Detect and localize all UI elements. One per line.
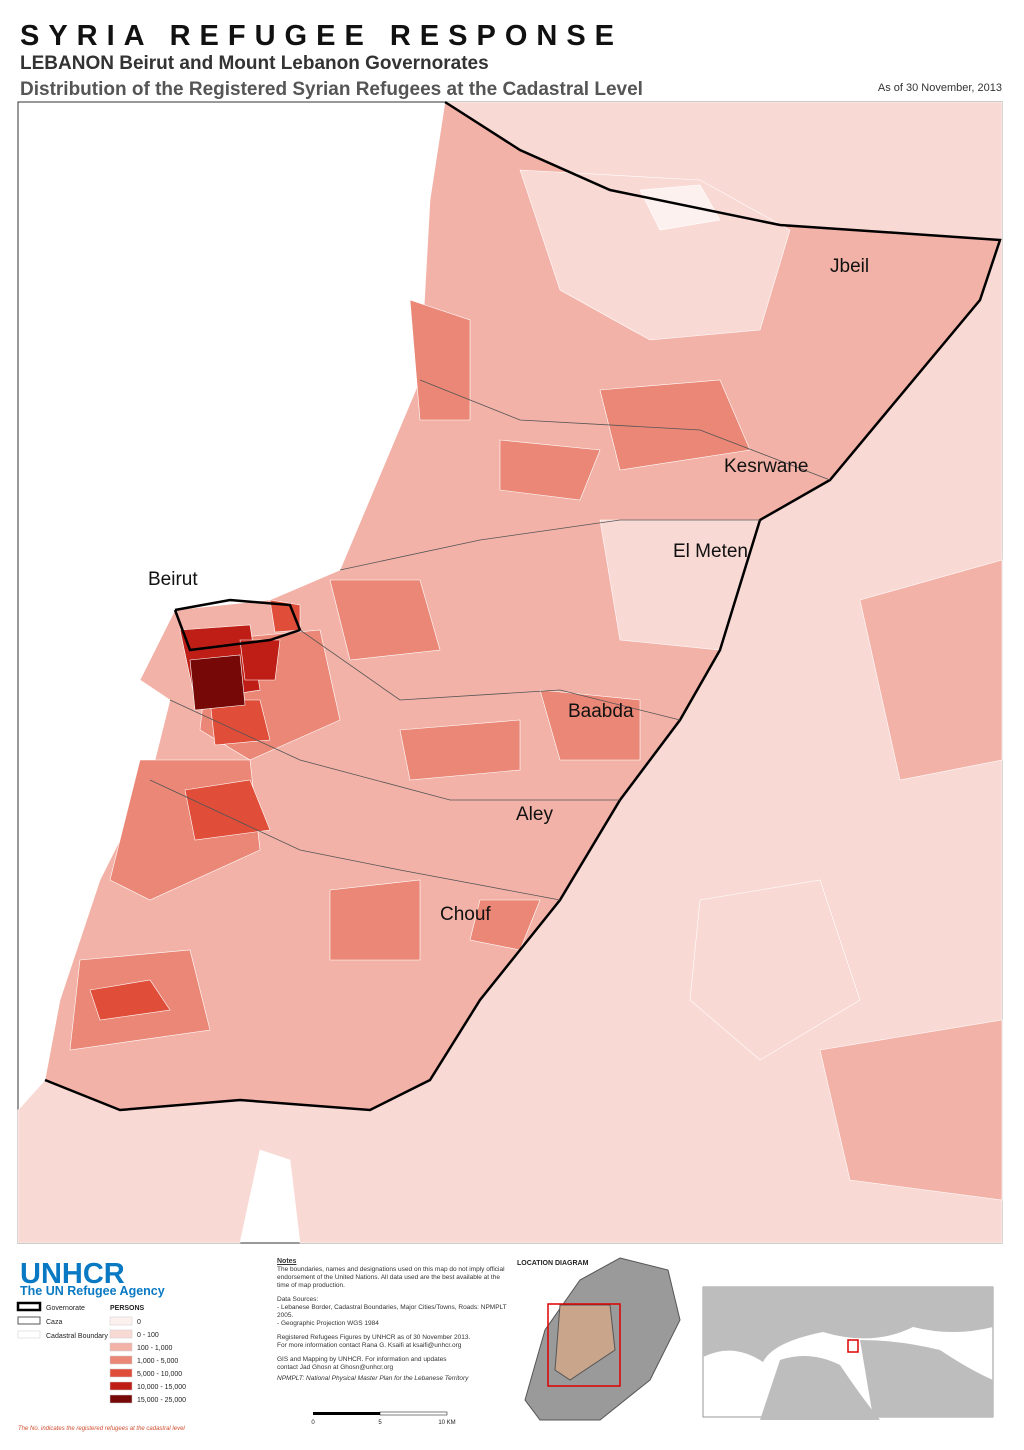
legend-label: 5,000 - 10,000 bbox=[137, 1371, 182, 1378]
legend-swatch bbox=[109, 1355, 133, 1365]
caza-label: Jbeil bbox=[830, 256, 869, 277]
caza-label: Aley bbox=[516, 804, 553, 825]
caza-label: Baabda bbox=[568, 701, 634, 722]
note-line: contact Jad Ghosn at Ghosn@unhcr.org bbox=[277, 1364, 394, 1371]
legend-label: 0 - 100 bbox=[137, 1332, 159, 1339]
note-line: Data Sources: bbox=[277, 1296, 319, 1303]
note-line: GIS and Mapping by UNHCR. For informatio… bbox=[277, 1356, 447, 1363]
cadastral-area bbox=[239, 639, 281, 681]
note-line: NPMPLT: National Physical Master Plan fo… bbox=[277, 1375, 469, 1382]
date: As of 30 November, 2013 bbox=[877, 82, 1002, 94]
note-line: The boundaries, names and designations u… bbox=[277, 1266, 505, 1289]
caza-label: Beirut bbox=[148, 569, 198, 590]
logo: UNHCR bbox=[20, 1258, 125, 1290]
legend-label: 10,000 - 15,000 bbox=[137, 1384, 186, 1391]
legend-label: Governorate bbox=[46, 1305, 85, 1312]
location-diagram bbox=[524, 1257, 681, 1421]
cadastral-area bbox=[689, 879, 861, 1061]
cadastral-area bbox=[639, 184, 721, 231]
cadastral-area bbox=[409, 299, 471, 421]
scale-label: 0 bbox=[311, 1420, 315, 1426]
scale-label: 5 bbox=[378, 1420, 382, 1426]
legend-label: 15,000 - 25,000 bbox=[137, 1397, 186, 1404]
legend-swatch bbox=[109, 1368, 133, 1378]
legend: Governorate Caza Cadastral Boundary PERSONS… bbox=[16, 1301, 186, 1404]
scale-bar: 0 5 10 KM bbox=[311, 1411, 456, 1426]
location-title: LOCATION DIAGRAM bbox=[517, 1260, 589, 1267]
scale-label: 10 KM bbox=[438, 1420, 455, 1426]
footnote: The No. indicates the registered refugee… bbox=[18, 1426, 185, 1432]
legend-label: Caza bbox=[46, 1319, 62, 1326]
cadastral-area bbox=[819, 1019, 1003, 1201]
cadastral-area bbox=[329, 879, 421, 961]
cadastral-area bbox=[89, 979, 171, 1021]
notes: Notes The boundaries, names and designati… bbox=[277, 1258, 507, 1383]
cadastral-area bbox=[399, 719, 521, 781]
world-inset bbox=[702, 1286, 994, 1420]
caza-boundaries bbox=[149, 379, 831, 901]
legend-title: PERSONS bbox=[110, 1305, 145, 1312]
legend-swatch bbox=[109, 1381, 133, 1391]
legend-label: 100 - 1,000 bbox=[137, 1345, 173, 1352]
cadastral-area bbox=[329, 579, 441, 661]
title: SYRIA REFUGEE RESPONSE bbox=[20, 20, 624, 52]
subtitle: LEBANON Beirut and Mount Lebanon Governo… bbox=[20, 53, 489, 74]
cadastral-area bbox=[599, 379, 751, 471]
legend-swatch bbox=[109, 1329, 133, 1339]
logo-tagline: The UN Refugee Agency bbox=[20, 1284, 165, 1298]
notes-title: Notes bbox=[277, 1258, 297, 1265]
note-line: - Lebanese Border, Cadastral Boundaries,… bbox=[277, 1304, 507, 1319]
note-line: Registered Refugees Figures by UNHCR as … bbox=[277, 1334, 471, 1341]
legend-label: 0 bbox=[137, 1319, 141, 1326]
legend-label: Cadastral Boundary bbox=[46, 1333, 108, 1340]
caza-label: Kesrwane bbox=[724, 456, 809, 477]
cadastral-area bbox=[189, 654, 246, 711]
legend-swatch bbox=[109, 1342, 133, 1352]
cadastral-area bbox=[184, 779, 271, 841]
map-title: Distribution of the Registered Syrian Re… bbox=[20, 79, 643, 100]
note-line: For more information contact Rana G. Ksa… bbox=[277, 1342, 462, 1349]
legend-swatch bbox=[109, 1316, 133, 1326]
caza-label: El Meten bbox=[673, 541, 748, 562]
caza-labels: Jbeil Kesrwane El Meten Beirut Baabda Aley Cho… bbox=[148, 256, 869, 925]
cadastral-area bbox=[859, 559, 1003, 781]
cadastral-area bbox=[499, 439, 601, 501]
legend-label: 1,000 - 5,000 bbox=[137, 1358, 178, 1365]
legend-swatch bbox=[109, 1394, 133, 1404]
caza-label: Chouf bbox=[440, 904, 491, 925]
note-line: - Geographic Projection WGS 1984 bbox=[277, 1320, 379, 1327]
cadastral-area bbox=[539, 689, 641, 761]
